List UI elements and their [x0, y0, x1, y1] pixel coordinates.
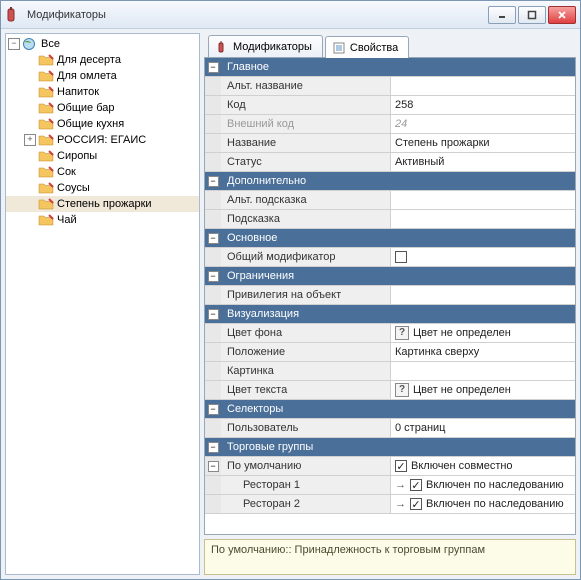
description-text: По умолчанию:: Принадлежность к торговым…	[211, 544, 485, 556]
prop-privilege[interactable]: Привилегия на объект	[205, 286, 575, 305]
titlebar: Модификаторы	[1, 1, 580, 29]
prop-default[interactable]: −По умолчанию✓Включен совместно	[205, 457, 575, 476]
app-window: Модификаторы − Все Для десерта Для омлета…	[0, 0, 581, 580]
right-panel: Модификаторы Свойства −Главное Альт. наз…	[204, 33, 576, 575]
category-trade-groups[interactable]: −Торговые группы	[205, 438, 575, 457]
globe-icon	[22, 37, 38, 51]
tree-item-label: РОССИЯ: ЕГАИС	[57, 134, 146, 146]
tree-item[interactable]: Для омлета	[6, 68, 199, 84]
folder-icon	[38, 181, 54, 195]
prop-picture[interactable]: Картинка	[205, 362, 575, 381]
tree-item-label: Для десерта	[57, 54, 121, 66]
folder-icon	[38, 133, 54, 147]
prop-restaurant-2[interactable]: Ресторан 2→✓Включен по наследованию	[205, 495, 575, 514]
prop-common-modifier[interactable]: Общий модификатор	[205, 248, 575, 267]
folder-icon	[38, 213, 54, 227]
expand-toggle[interactable]: +	[24, 134, 36, 146]
tabstrip: Модификаторы Свойства	[204, 33, 576, 57]
folder-icon	[38, 197, 54, 211]
prop-alt-name[interactable]: Альт. название	[205, 77, 575, 96]
minimize-button[interactable]	[488, 6, 516, 24]
category-restrictions[interactable]: −Ограничения	[205, 267, 575, 286]
tree-item[interactable]: Соусы	[6, 180, 199, 196]
tree-item[interactable]: Степень прожарки	[6, 196, 199, 212]
question-icon: ?	[395, 326, 409, 340]
tree-item[interactable]: Чай	[6, 212, 199, 228]
tree-item-label: Сок	[57, 166, 76, 178]
checkbox-checked[interactable]: ✓	[395, 460, 407, 472]
close-button[interactable]	[548, 6, 576, 24]
tab-label: Свойства	[350, 42, 398, 54]
window-body: − Все Для десерта Для омлета Напиток Общие …	[1, 29, 580, 579]
tree-item[interactable]: Общие бар	[6, 100, 199, 116]
tab-modifiers[interactable]: Модификаторы	[208, 35, 323, 57]
properties-icon	[332, 41, 346, 55]
tree-item-label: Напиток	[57, 86, 99, 98]
collapse-icon[interactable]: −	[208, 233, 219, 244]
category-visual[interactable]: −Визуализация	[205, 305, 575, 324]
tree-item-label: Степень прожарки	[57, 198, 152, 210]
tree-item-label: Для омлета	[57, 70, 117, 82]
collapse-icon[interactable]: −	[208, 309, 219, 320]
folder-icon	[38, 85, 54, 99]
window-title: Модификаторы	[27, 9, 486, 21]
tree-item[interactable]: + РОССИЯ: ЕГАИС	[6, 132, 199, 148]
folder-icon	[38, 53, 54, 67]
inherit-icon: →	[395, 498, 406, 510]
tree-item-label: Общие бар	[57, 102, 115, 114]
prop-ext-code[interactable]: Внешний код24	[205, 115, 575, 134]
prop-bg-color[interactable]: Цвет фона?Цвет не определен	[205, 324, 575, 343]
checkbox[interactable]	[395, 251, 407, 263]
tree-item[interactable]: Сиропы	[6, 148, 199, 164]
collapse-icon[interactable]: −	[208, 62, 219, 73]
tree-item-label: Сиропы	[57, 150, 97, 162]
tree-item-label: Соусы	[57, 182, 90, 194]
collapse-icon[interactable]: −	[208, 271, 219, 282]
inherit-icon: →	[395, 479, 406, 491]
bottle-icon	[215, 40, 229, 54]
checkbox-checked[interactable]: ✓	[410, 498, 422, 510]
tree-root[interactable]: − Все	[6, 36, 199, 52]
app-icon	[5, 7, 21, 23]
description-box: По умолчанию:: Принадлежность к торговым…	[204, 539, 576, 575]
maximize-button[interactable]	[518, 6, 546, 24]
prop-user[interactable]: Пользователь0 страниц	[205, 419, 575, 438]
prop-name[interactable]: НазваниеСтепень прожарки	[205, 134, 575, 153]
expand-toggle[interactable]: −	[8, 38, 20, 50]
category-selectors[interactable]: −Селекторы	[205, 400, 575, 419]
collapse-icon[interactable]: −	[208, 442, 219, 453]
tree-item[interactable]: Для десерта	[6, 52, 199, 68]
folder-icon	[38, 165, 54, 179]
collapse-icon[interactable]: −	[208, 404, 219, 415]
collapse-icon[interactable]: −	[208, 176, 219, 187]
tab-properties[interactable]: Свойства	[325, 36, 409, 58]
checkbox-checked[interactable]: ✓	[410, 479, 422, 491]
question-icon: ?	[395, 383, 409, 397]
prop-restaurant-1[interactable]: Ресторан 1→✓Включен по наследованию	[205, 476, 575, 495]
tree-item[interactable]: Общие кухня	[6, 116, 199, 132]
tree-root-label: Все	[41, 38, 60, 50]
prop-code[interactable]: Код258	[205, 96, 575, 115]
folder-icon	[38, 69, 54, 83]
prop-hint[interactable]: Подсказка	[205, 210, 575, 229]
prop-alt-hint[interactable]: Альт. подсказка	[205, 191, 575, 210]
tree-item-label: Общие кухня	[57, 118, 124, 130]
prop-position[interactable]: ПоложениеКартинка сверху	[205, 343, 575, 362]
category-extra[interactable]: −Дополнительно	[205, 172, 575, 191]
tree-item[interactable]: Напиток	[6, 84, 199, 100]
tree-item[interactable]: Сок	[6, 164, 199, 180]
folder-icon	[38, 149, 54, 163]
prop-text-color[interactable]: Цвет текста?Цвет не определен	[205, 381, 575, 400]
category-basic[interactable]: −Основное	[205, 229, 575, 248]
category-main[interactable]: −Главное	[205, 58, 575, 77]
folder-icon	[38, 101, 54, 115]
property-grid: −Главное Альт. название Код258 Внешний к…	[204, 57, 576, 535]
folder-icon	[38, 117, 54, 131]
tree-panel: − Все Для десерта Для омлета Напиток Общие …	[5, 33, 200, 575]
tab-label: Модификаторы	[233, 41, 312, 53]
prop-status[interactable]: СтатусАктивный	[205, 153, 575, 172]
tree-item-label: Чай	[57, 214, 77, 226]
collapse-icon[interactable]: −	[208, 461, 219, 472]
